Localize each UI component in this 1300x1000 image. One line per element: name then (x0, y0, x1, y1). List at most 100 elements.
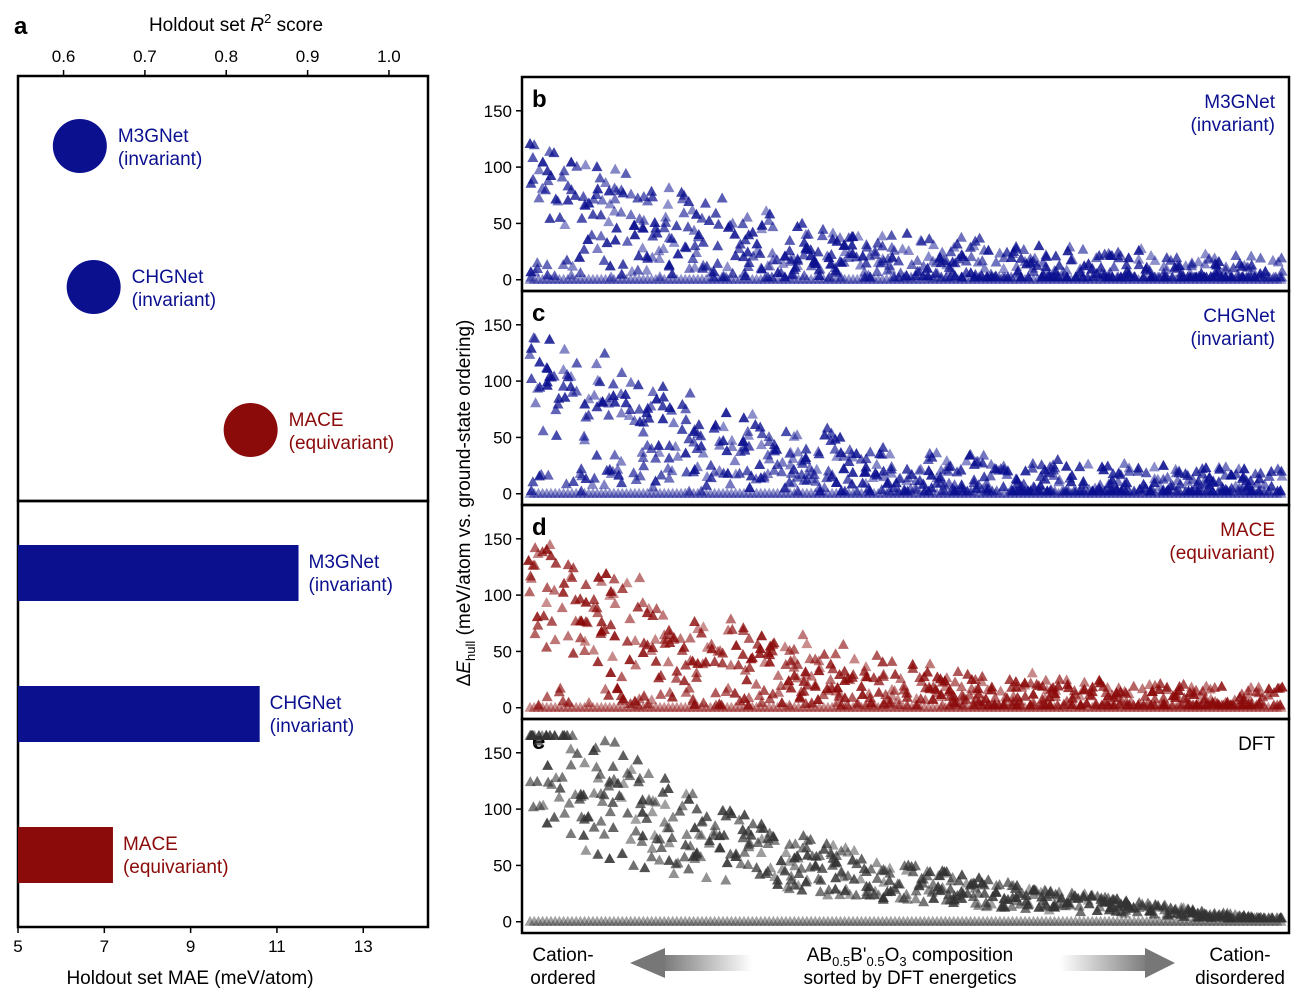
energy-marker (628, 219, 640, 230)
energy-marker (663, 182, 675, 193)
energy-marker (998, 699, 1010, 710)
energy-marker (800, 842, 812, 853)
energy-marker (668, 867, 680, 878)
energy-marker (730, 639, 742, 650)
energy-marker (594, 172, 606, 183)
energy-marker (783, 883, 795, 894)
ground-state-marker (549, 915, 561, 926)
energy-marker (616, 477, 628, 488)
energy-marker (1061, 271, 1073, 282)
energy-marker (737, 648, 749, 659)
energy-marker (588, 593, 600, 604)
panel-d-markers (523, 538, 1288, 712)
energy-marker (541, 596, 553, 607)
energy-marker (791, 429, 803, 440)
energy-marker (956, 892, 968, 903)
energy-marker (578, 430, 590, 441)
energy-marker (1247, 264, 1259, 275)
ground-state-marker (604, 273, 616, 284)
energy-marker (1263, 470, 1275, 481)
energy-marker (780, 658, 792, 669)
energy-marker (651, 603, 663, 614)
energy-marker (1031, 259, 1043, 270)
ground-state-marker (910, 915, 922, 926)
energy-marker (690, 247, 702, 258)
ground-state-marker (583, 273, 595, 284)
ground-state-marker (528, 273, 540, 284)
energy-marker (1157, 459, 1169, 470)
energy-marker (637, 597, 649, 608)
energy-marker (579, 635, 591, 646)
ground-state-marker (620, 915, 632, 926)
ground-state-marker (1082, 915, 1094, 926)
energy-marker (612, 463, 624, 474)
energy-marker (689, 240, 701, 251)
energy-marker (1258, 699, 1270, 710)
energy-marker (544, 212, 556, 223)
energy-marker (1148, 908, 1160, 919)
energy-marker (604, 806, 616, 817)
energy-marker (725, 659, 737, 670)
energy-marker (630, 825, 642, 836)
ground-state-marker (763, 915, 775, 926)
ground-state-marker (600, 701, 612, 712)
ground-state-marker (793, 701, 805, 712)
energy-marker (780, 426, 792, 437)
energy-marker (625, 833, 637, 844)
energy-marker (766, 271, 778, 282)
energy-marker (1073, 900, 1085, 911)
energy-marker (657, 380, 669, 391)
ground-state-marker (746, 915, 758, 926)
energy-marker (598, 254, 610, 265)
energy-marker (729, 228, 741, 239)
mae-bar-label-mace: MACE (123, 834, 178, 855)
energy-marker (700, 479, 712, 490)
ground-state-marker (994, 487, 1006, 498)
energy-marker (969, 674, 981, 685)
energy-marker (991, 485, 1003, 496)
energy-marker (1064, 241, 1076, 252)
ground-state-marker (868, 701, 880, 712)
energy-marker (883, 259, 895, 270)
energy-marker (854, 873, 866, 884)
energy-marker (1077, 475, 1089, 486)
energy-marker (775, 855, 787, 866)
energy-marker (636, 835, 648, 846)
energy-marker (804, 462, 816, 473)
ground-state-marker (595, 701, 607, 712)
energy-marker (1178, 910, 1190, 921)
energy-marker (712, 257, 724, 268)
energy-marker (1145, 250, 1157, 261)
energy-marker (1083, 898, 1095, 909)
energy-marker (1115, 250, 1127, 261)
energy-marker (542, 175, 554, 186)
energy-marker (910, 484, 922, 495)
r2-point-sublabel-chgnet: (invariant) (132, 290, 216, 311)
ground-state-marker (558, 915, 570, 926)
ground-state-marker (826, 701, 838, 712)
energy-marker (1123, 485, 1135, 496)
svg-text:AB0.5B'0.5O3 composition: AB0.5B'0.5O3 composition (807, 945, 1014, 969)
energy-marker (643, 602, 655, 613)
ground-state-marker (667, 487, 679, 498)
energy-marker (637, 426, 649, 437)
ground-state-marker (541, 701, 553, 712)
energy-marker (1102, 460, 1114, 471)
energy-marker (973, 899, 985, 910)
energy-marker (826, 471, 838, 482)
ground-state-marker (629, 273, 641, 284)
energy-marker (545, 170, 557, 181)
energy-marker (783, 699, 795, 710)
energy-marker (531, 257, 543, 268)
energy-marker (638, 416, 650, 427)
energy-marker (1149, 254, 1161, 265)
energy-marker (829, 883, 841, 894)
energy-marker (763, 214, 775, 225)
energy-marker (1044, 485, 1056, 496)
energy-marker (717, 421, 729, 432)
energy-marker (1093, 482, 1105, 493)
energy-marker (683, 262, 695, 273)
energy-marker (1255, 252, 1267, 263)
panel-d: 0 50 100 150 d MACE(equivariant) (484, 503, 1291, 721)
